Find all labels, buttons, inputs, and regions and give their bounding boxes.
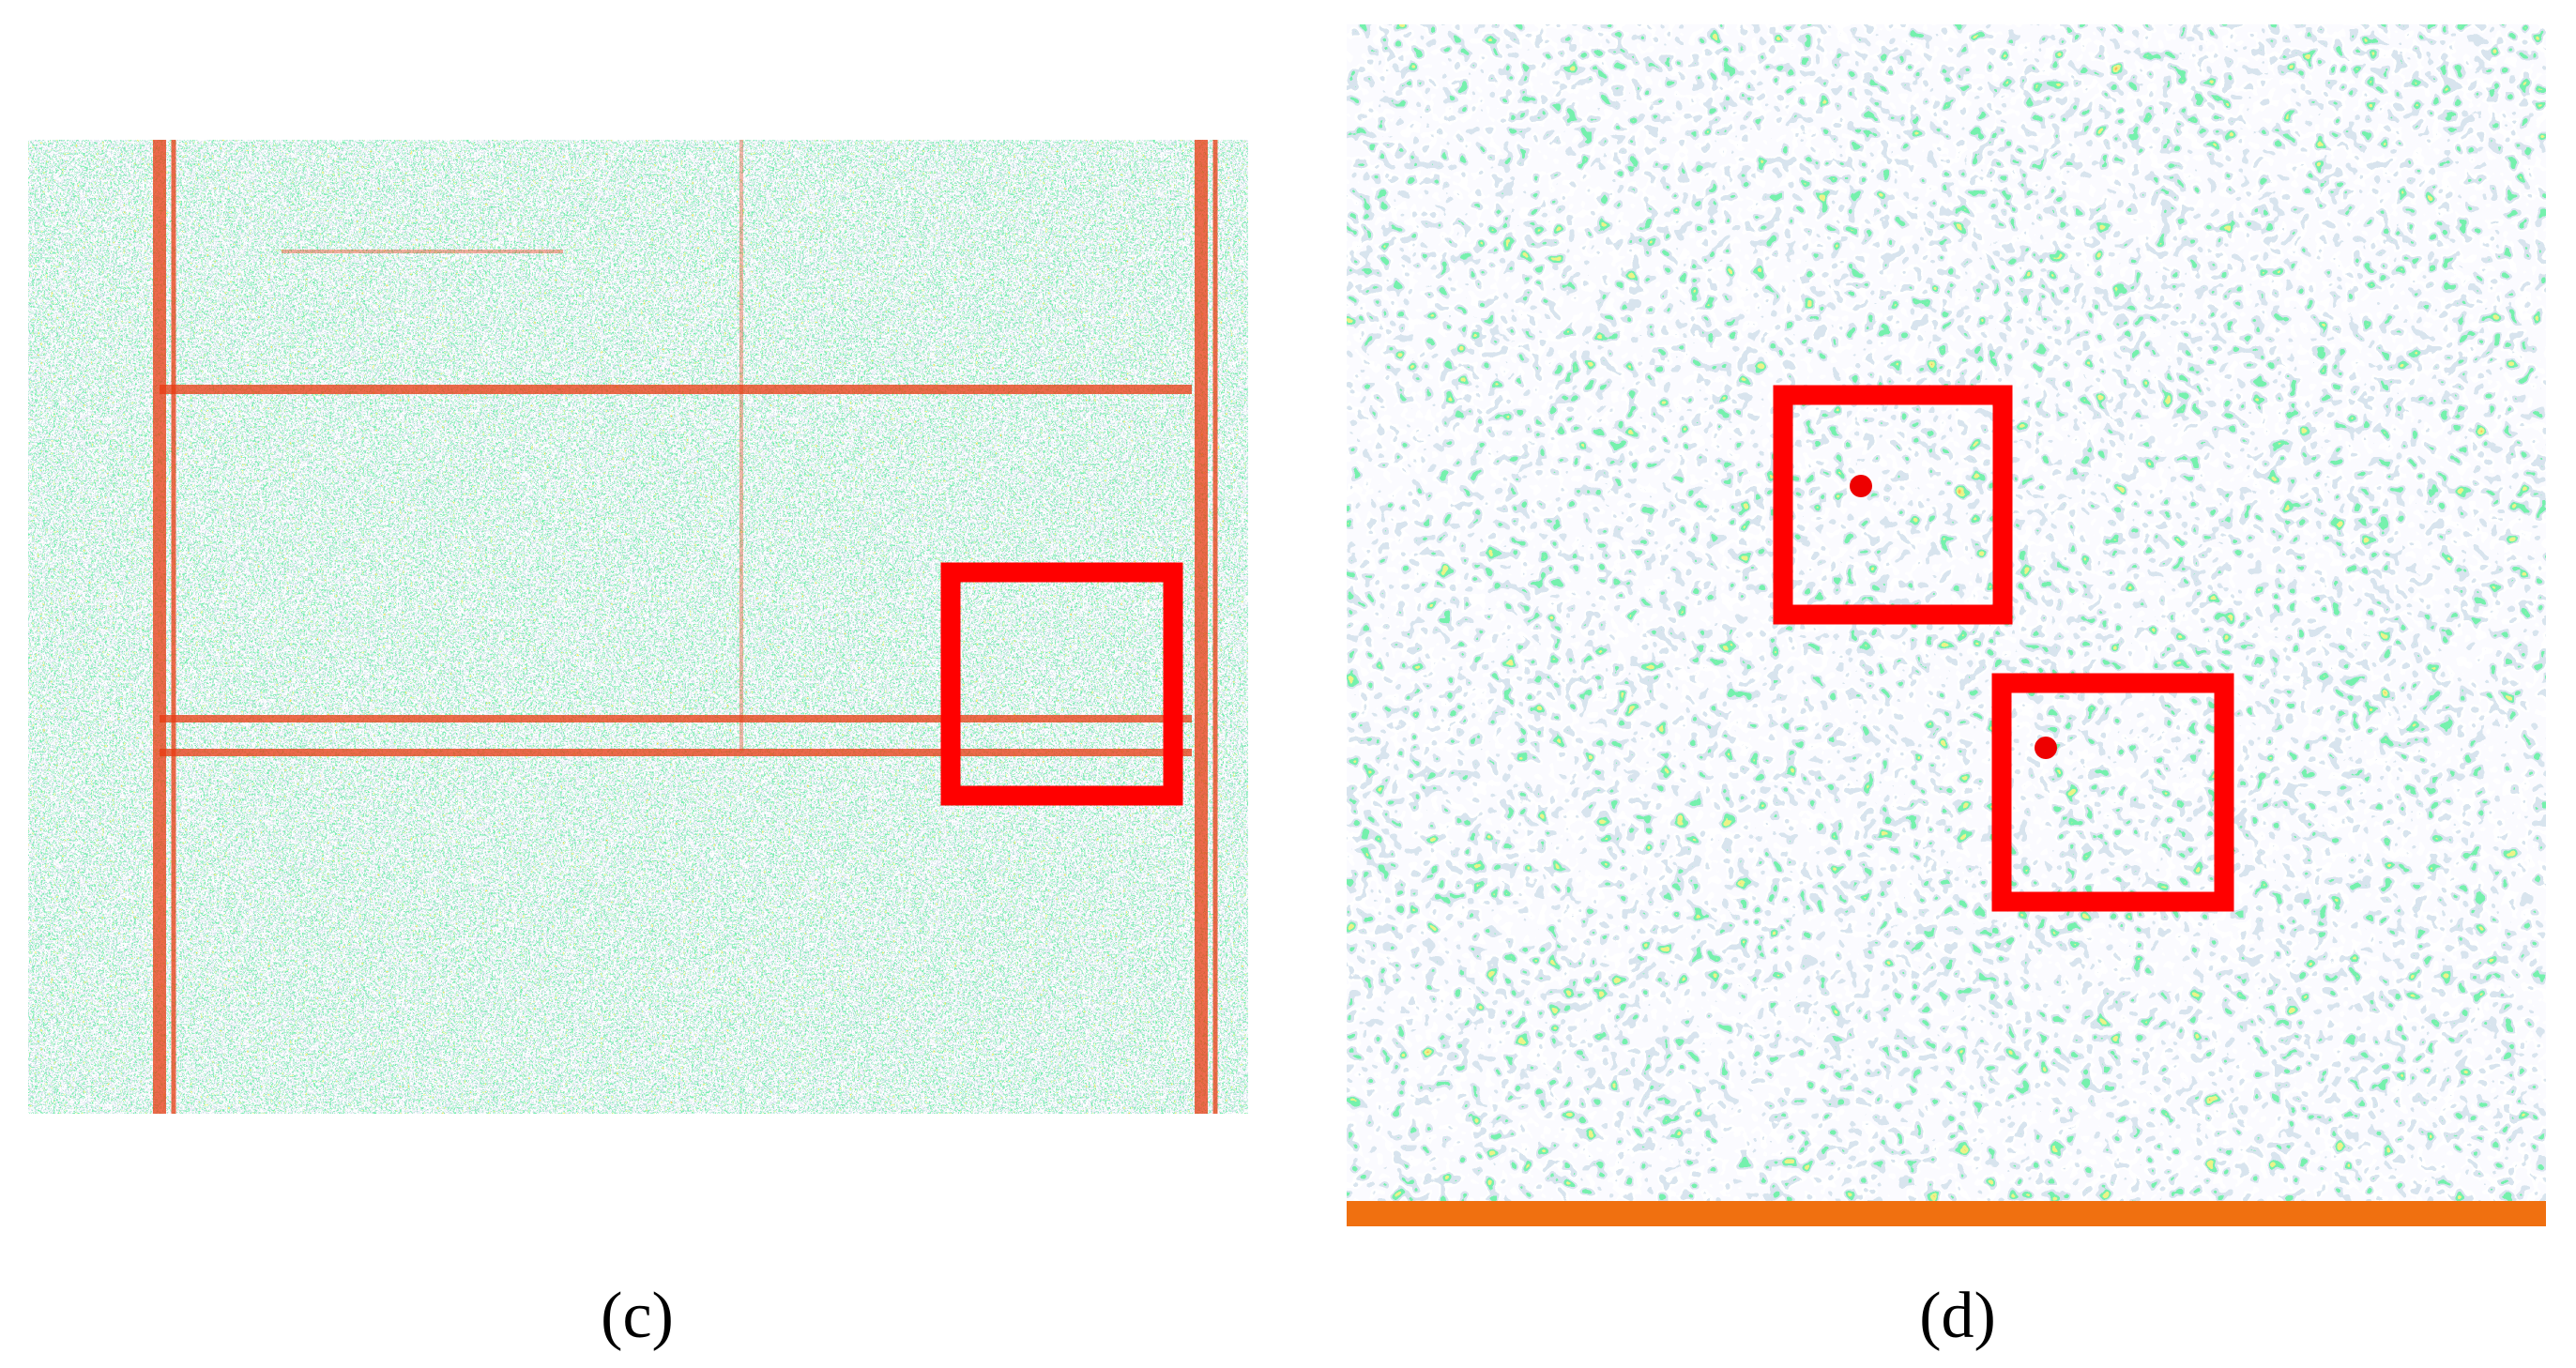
target-spot	[2035, 737, 2057, 759]
frame-lines	[153, 140, 1218, 1114]
panel-c-image	[28, 140, 1248, 1114]
panel-label: (c)	[601, 1280, 674, 1352]
bottom-band	[1347, 1201, 2546, 1226]
panel-label: (d)	[1919, 1280, 1996, 1352]
heatmap	[1347, 24, 2546, 1226]
highlight-box	[1773, 385, 2013, 625]
highlight-box	[1991, 673, 2234, 912]
target-spot	[1850, 475, 1872, 497]
heatmap	[28, 140, 1248, 1114]
panel-d-image	[1347, 24, 2546, 1226]
highlight-box	[940, 562, 1183, 806]
